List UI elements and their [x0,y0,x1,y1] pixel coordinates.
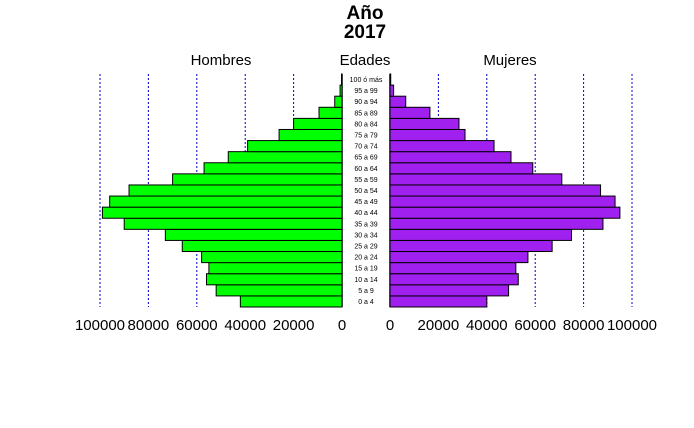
x-tick-right: 0 [386,317,394,334]
bar-hombres-0-a-4 [239,295,343,308]
bar-hombres-25-a-29 [181,239,343,253]
x-tick-left: 80000 [128,317,170,334]
bar-hombres-55-a-59 [172,173,343,186]
bar-hombres-85-a-89 [318,106,343,119]
bar-mujeres-15-a-19 [389,262,517,275]
bar-hombres-60-a-64 [203,162,343,175]
bar-mujeres-0-a-4 [389,295,488,308]
chart-title-line1: Año [347,3,384,24]
age-group-label: 70 a 74 [354,144,377,151]
bar-hombres-65-a-69 [227,151,343,164]
center-axis-label: Edades [340,52,391,69]
age-group-label: 25 a 29 [354,243,377,250]
age-group-label: 20 a 24 [354,255,377,262]
bar-mujeres-95-a-99 [389,84,395,97]
bar-mujeres-85-a-89 [389,106,431,119]
age-group-label: 50 a 54 [354,188,377,195]
bar-hombres-50-a-54 [128,184,343,197]
bar-mujeres-50-a-54 [389,184,602,197]
bar-hombres-15-a-19 [208,262,343,275]
bar-mujeres-45-a-49 [389,195,616,208]
age-group-label: 45 a 49 [354,199,377,206]
age-group-label: 5 a 9 [358,288,374,295]
bar-hombres-20-a-24 [201,251,343,264]
x-tick-right: 100000 [607,317,657,334]
bar-mujeres-40-a-44 [389,206,621,219]
bar-mujeres-65-a-69 [389,151,512,164]
bar-mujeres-20-a-24 [389,251,529,264]
age-group-label: 10 a 14 [354,277,377,284]
bar-hombres-75-a-79 [278,128,343,142]
bar-hombres-10-a-14 [205,273,343,286]
age-group-label: 15 a 19 [354,266,377,273]
x-tick-left: 60000 [176,317,218,334]
age-group-label: 30 a 34 [354,232,377,239]
age-group-label: 55 a 59 [354,177,377,184]
bars [101,73,621,308]
x-tick-right: 60000 [514,317,556,334]
bar-hombres-35-a-39 [123,217,343,230]
bar-mujeres-35-a-39 [389,217,604,230]
left-panel-label: Hombres [191,52,252,69]
chart-title-line2: 2017 [344,22,386,43]
bar-mujeres-55-a-59 [389,173,563,186]
x-tick-right: 80000 [563,317,605,334]
bar-hombres-5-a-9 [215,284,343,297]
age-group-label: 60 a 64 [354,166,377,173]
bar-hombres-70-a-74 [247,140,343,153]
bar-mujeres-25-a-29 [389,239,553,253]
bar-hombres-40-a-44 [101,206,343,219]
age-group-label: 95 a 99 [354,88,377,95]
x-tick-left: 100000 [75,317,125,334]
age-group-label: 0 a 4 [358,299,374,306]
bar-mujeres-70-a-74 [389,140,495,153]
age-group-label: 80 a 84 [354,121,377,128]
bar-hombres-30-a-34 [164,228,343,241]
age-group-label: 90 a 94 [354,99,377,106]
age-group-label: 65 a 69 [354,155,377,162]
bar-hombres-80-a-84 [293,117,343,130]
bar-mujeres-75-a-79 [389,128,466,142]
bar-hombres-90-a-94 [334,95,343,108]
x-tick-right: 40000 [466,317,508,334]
bar-mujeres-60-a-64 [389,162,534,175]
x-tick-right: 20000 [418,317,460,334]
bar-mujeres-90-a-94 [389,95,407,108]
bar-mujeres-30-a-34 [389,228,572,241]
bar-hombres-95-a-99 [339,84,343,97]
age-labels: 0 a 4 5 a 9 10 a 14 15 a 19 20 a 24 25 a 29 30… [350,77,383,306]
age-group-label: 85 a 89 [354,110,377,117]
bar-mujeres-10-a-14 [389,273,519,286]
x-tick-left: 0 [338,317,346,334]
x-axis-ticks: 100000 80000 60000 40000 20000 0 0 20000 40000 60… [75,317,657,334]
bar-mujeres-100-ó-más [389,73,392,86]
right-panel-label: Mujeres [483,52,536,69]
age-group-label: 40 a 44 [354,210,377,217]
age-group-label: 35 a 39 [354,221,377,228]
x-tick-left: 20000 [273,317,315,334]
bar-hombres-45-a-49 [109,195,343,208]
age-group-label: 100 ó más [350,77,383,84]
age-group-label: 75 a 79 [354,133,377,140]
x-tick-left: 40000 [224,317,266,334]
bar-mujeres-80-a-84 [389,117,460,130]
bar-mujeres-5-a-9 [389,284,510,297]
